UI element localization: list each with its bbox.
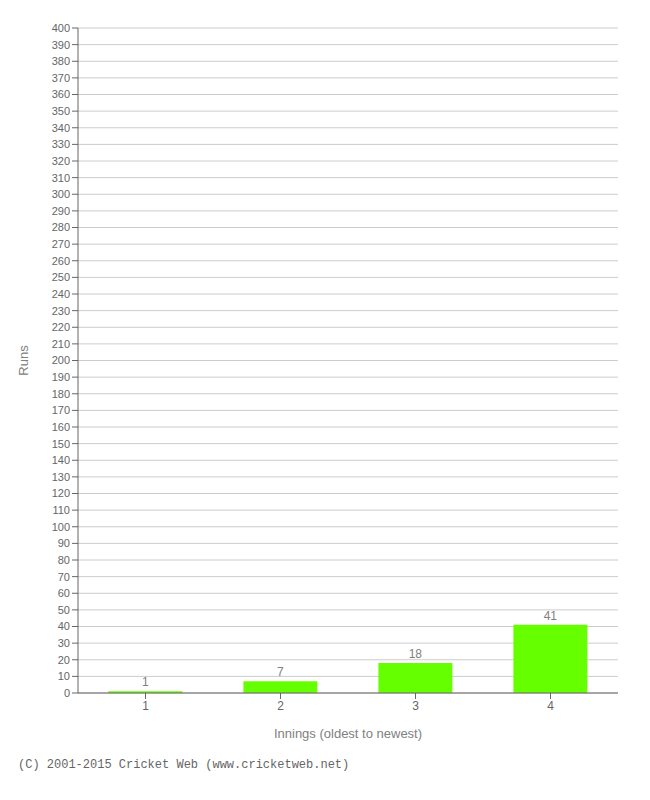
svg-text:140: 140 — [52, 454, 70, 466]
svg-text:Innings (oldest to newest): Innings (oldest to newest) — [274, 726, 422, 741]
svg-text:300: 300 — [52, 188, 70, 200]
svg-text:120: 120 — [52, 487, 70, 499]
svg-text:250: 250 — [52, 271, 70, 283]
svg-text:400: 400 — [52, 22, 70, 34]
svg-text:130: 130 — [52, 471, 70, 483]
svg-text:18: 18 — [409, 647, 423, 661]
svg-text:270: 270 — [52, 238, 70, 250]
svg-text:210: 210 — [52, 338, 70, 350]
svg-text:50: 50 — [58, 604, 70, 616]
svg-text:220: 220 — [52, 321, 70, 333]
svg-text:170: 170 — [52, 404, 70, 416]
svg-text:110: 110 — [52, 504, 70, 516]
svg-text:90: 90 — [58, 537, 70, 549]
svg-text:160: 160 — [52, 421, 70, 433]
svg-text:260: 260 — [52, 255, 70, 267]
svg-text:1: 1 — [142, 675, 149, 689]
svg-text:340: 340 — [52, 122, 70, 134]
svg-text:30: 30 — [58, 637, 70, 649]
svg-text:40: 40 — [58, 620, 70, 632]
svg-text:190: 190 — [52, 371, 70, 383]
svg-text:41: 41 — [544, 609, 558, 623]
html-text:(C) 2001-2015 Cricket Web (www: (C) 2001-2015 Cricket Web (www.cricketwe… — [18, 758, 350, 772]
svg-text:370: 370 — [52, 72, 70, 84]
svg-text:3: 3 — [412, 699, 419, 713]
svg-text:310: 310 — [52, 172, 70, 184]
svg-text:20: 20 — [58, 654, 70, 666]
svg-text:80: 80 — [58, 554, 70, 566]
svg-text:7: 7 — [277, 665, 284, 679]
svg-text:280: 280 — [52, 221, 70, 233]
svg-text:150: 150 — [52, 438, 70, 450]
svg-text:100: 100 — [52, 521, 70, 533]
svg-text:290: 290 — [52, 205, 70, 217]
svg-text:0: 0 — [64, 687, 70, 699]
svg-text:360: 360 — [52, 88, 70, 100]
svg-text:200: 200 — [52, 354, 70, 366]
svg-text:390: 390 — [52, 39, 70, 51]
svg-text:4: 4 — [547, 699, 554, 713]
svg-text:330: 330 — [52, 138, 70, 150]
svg-text:2: 2 — [277, 699, 284, 713]
svg-text:60: 60 — [58, 587, 70, 599]
svg-text:70: 70 — [58, 571, 70, 583]
svg-text:230: 230 — [52, 305, 70, 317]
svg-text:240: 240 — [52, 288, 70, 300]
svg-text:1: 1 — [142, 699, 149, 713]
svg-text:10: 10 — [58, 670, 70, 682]
svg-text:180: 180 — [52, 388, 70, 400]
svg-text:Runs: Runs — [16, 345, 31, 376]
svg-text:320: 320 — [52, 155, 70, 167]
svg-text:350: 350 — [52, 105, 70, 117]
svg-text:380: 380 — [52, 55, 70, 67]
